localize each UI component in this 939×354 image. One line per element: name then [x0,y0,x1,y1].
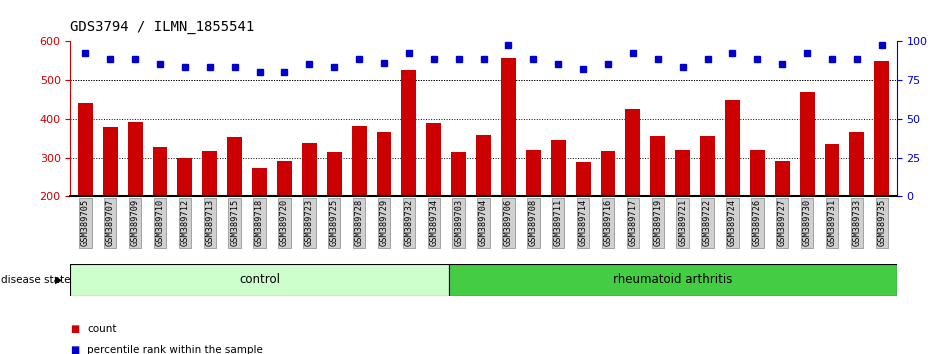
Text: count: count [87,324,116,334]
Text: GDS3794 / ILMN_1855541: GDS3794 / ILMN_1855541 [70,19,254,34]
Bar [177,158,192,274]
Bar [551,140,565,274]
Bar [700,136,716,274]
Bar [526,150,541,274]
Bar [152,147,167,274]
Text: ■: ■ [70,346,80,354]
Bar [452,152,466,274]
Bar [78,103,93,274]
Bar [625,109,640,274]
Bar [377,132,392,274]
Bar [128,122,143,274]
Bar [576,162,591,274]
Bar [850,132,865,274]
Bar [70,264,449,296]
Bar [202,150,217,274]
Bar [252,169,267,274]
Bar [675,150,690,274]
Bar [426,123,441,274]
Bar [102,127,117,274]
Bar [277,161,292,274]
Bar [302,143,316,274]
Bar [824,144,839,274]
Text: ■: ■ [70,324,80,334]
Bar [327,152,342,274]
Text: percentile rank within the sample: percentile rank within the sample [87,346,263,354]
Bar [352,126,366,274]
Bar [402,70,416,274]
Bar [501,58,516,274]
Bar [601,150,615,274]
Bar [725,100,740,274]
Bar [800,92,815,274]
Bar [651,136,665,274]
Bar [750,150,765,274]
Bar [449,264,897,296]
Bar [227,137,242,274]
Text: control: control [239,273,280,286]
Bar [476,135,491,274]
Text: rheumatoid arthritis: rheumatoid arthritis [613,273,732,286]
Text: ▶: ▶ [55,275,63,285]
Bar [874,61,889,274]
Bar [775,161,790,274]
Text: disease state: disease state [1,275,70,285]
